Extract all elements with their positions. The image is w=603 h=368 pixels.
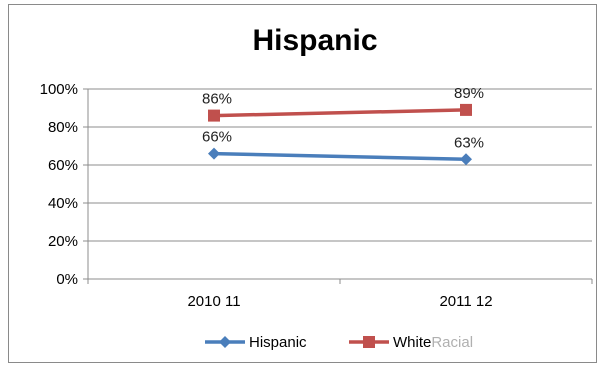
legend-item: Hispanic <box>205 334 307 351</box>
chart-frame: Hispanic 0% 20% 40% 60% 80% 100% 2010 11 2011 1… <box>8 4 597 363</box>
data-label: 66% <box>202 129 232 146</box>
y-tick-label: 20% <box>48 233 78 250</box>
legend: Hispanic WhiteRacial <box>205 334 473 351</box>
series-area: 66% 63% 86% 89% <box>202 85 484 166</box>
legend-item: WhiteRacial <box>349 334 473 351</box>
y-tick-label: 100% <box>40 81 78 98</box>
axes: 0% 20% 40% 60% 80% 100% 2010 11 2011 12 <box>40 81 593 310</box>
legend-marker <box>363 336 375 348</box>
series-line <box>213 108 467 118</box>
y-tick-label: 80% <box>48 119 78 136</box>
data-point <box>208 147 220 160</box>
data-label: 89% <box>454 85 484 102</box>
data-point <box>460 153 472 166</box>
series-line <box>213 151 467 162</box>
data-label: 63% <box>454 134 484 151</box>
x-tick-label: 2011 12 <box>439 293 492 310</box>
y-tick-label: 60% <box>48 157 78 174</box>
grid <box>88 88 592 242</box>
legend-label: WhiteRacial <box>393 334 473 351</box>
series-hispanic: 66% 63% <box>202 129 484 166</box>
legend-marker <box>219 336 231 348</box>
legend-label-suffix: Racial <box>431 334 473 351</box>
chart-title: Hispanic <box>252 24 377 57</box>
line-chart: Hispanic 0% 20% 40% 60% 80% 100% 2010 11 2011 1… <box>40 24 593 351</box>
x-tick-label: 2010 11 <box>187 293 240 310</box>
legend-label: Hispanic <box>249 334 307 351</box>
data-point <box>208 109 220 122</box>
data-label: 86% <box>202 91 232 108</box>
data-point <box>460 103 472 116</box>
y-tick-label: 0% <box>56 271 78 288</box>
y-tick-label: 40% <box>48 195 78 212</box>
series-white: 86% 89% <box>202 85 484 122</box>
